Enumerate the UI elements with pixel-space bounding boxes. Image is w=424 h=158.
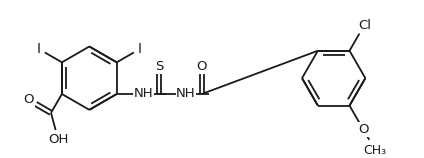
Text: I: I (138, 42, 142, 56)
Text: O: O (197, 60, 207, 73)
Text: S: S (155, 60, 164, 73)
Text: I: I (37, 42, 41, 56)
Text: NH: NH (134, 88, 153, 100)
Text: O: O (23, 94, 34, 106)
Text: Cl: Cl (358, 18, 371, 32)
Text: OH: OH (48, 133, 68, 146)
Text: O: O (358, 123, 368, 136)
Text: NH: NH (176, 88, 196, 100)
Text: CH₃: CH₃ (364, 144, 387, 157)
